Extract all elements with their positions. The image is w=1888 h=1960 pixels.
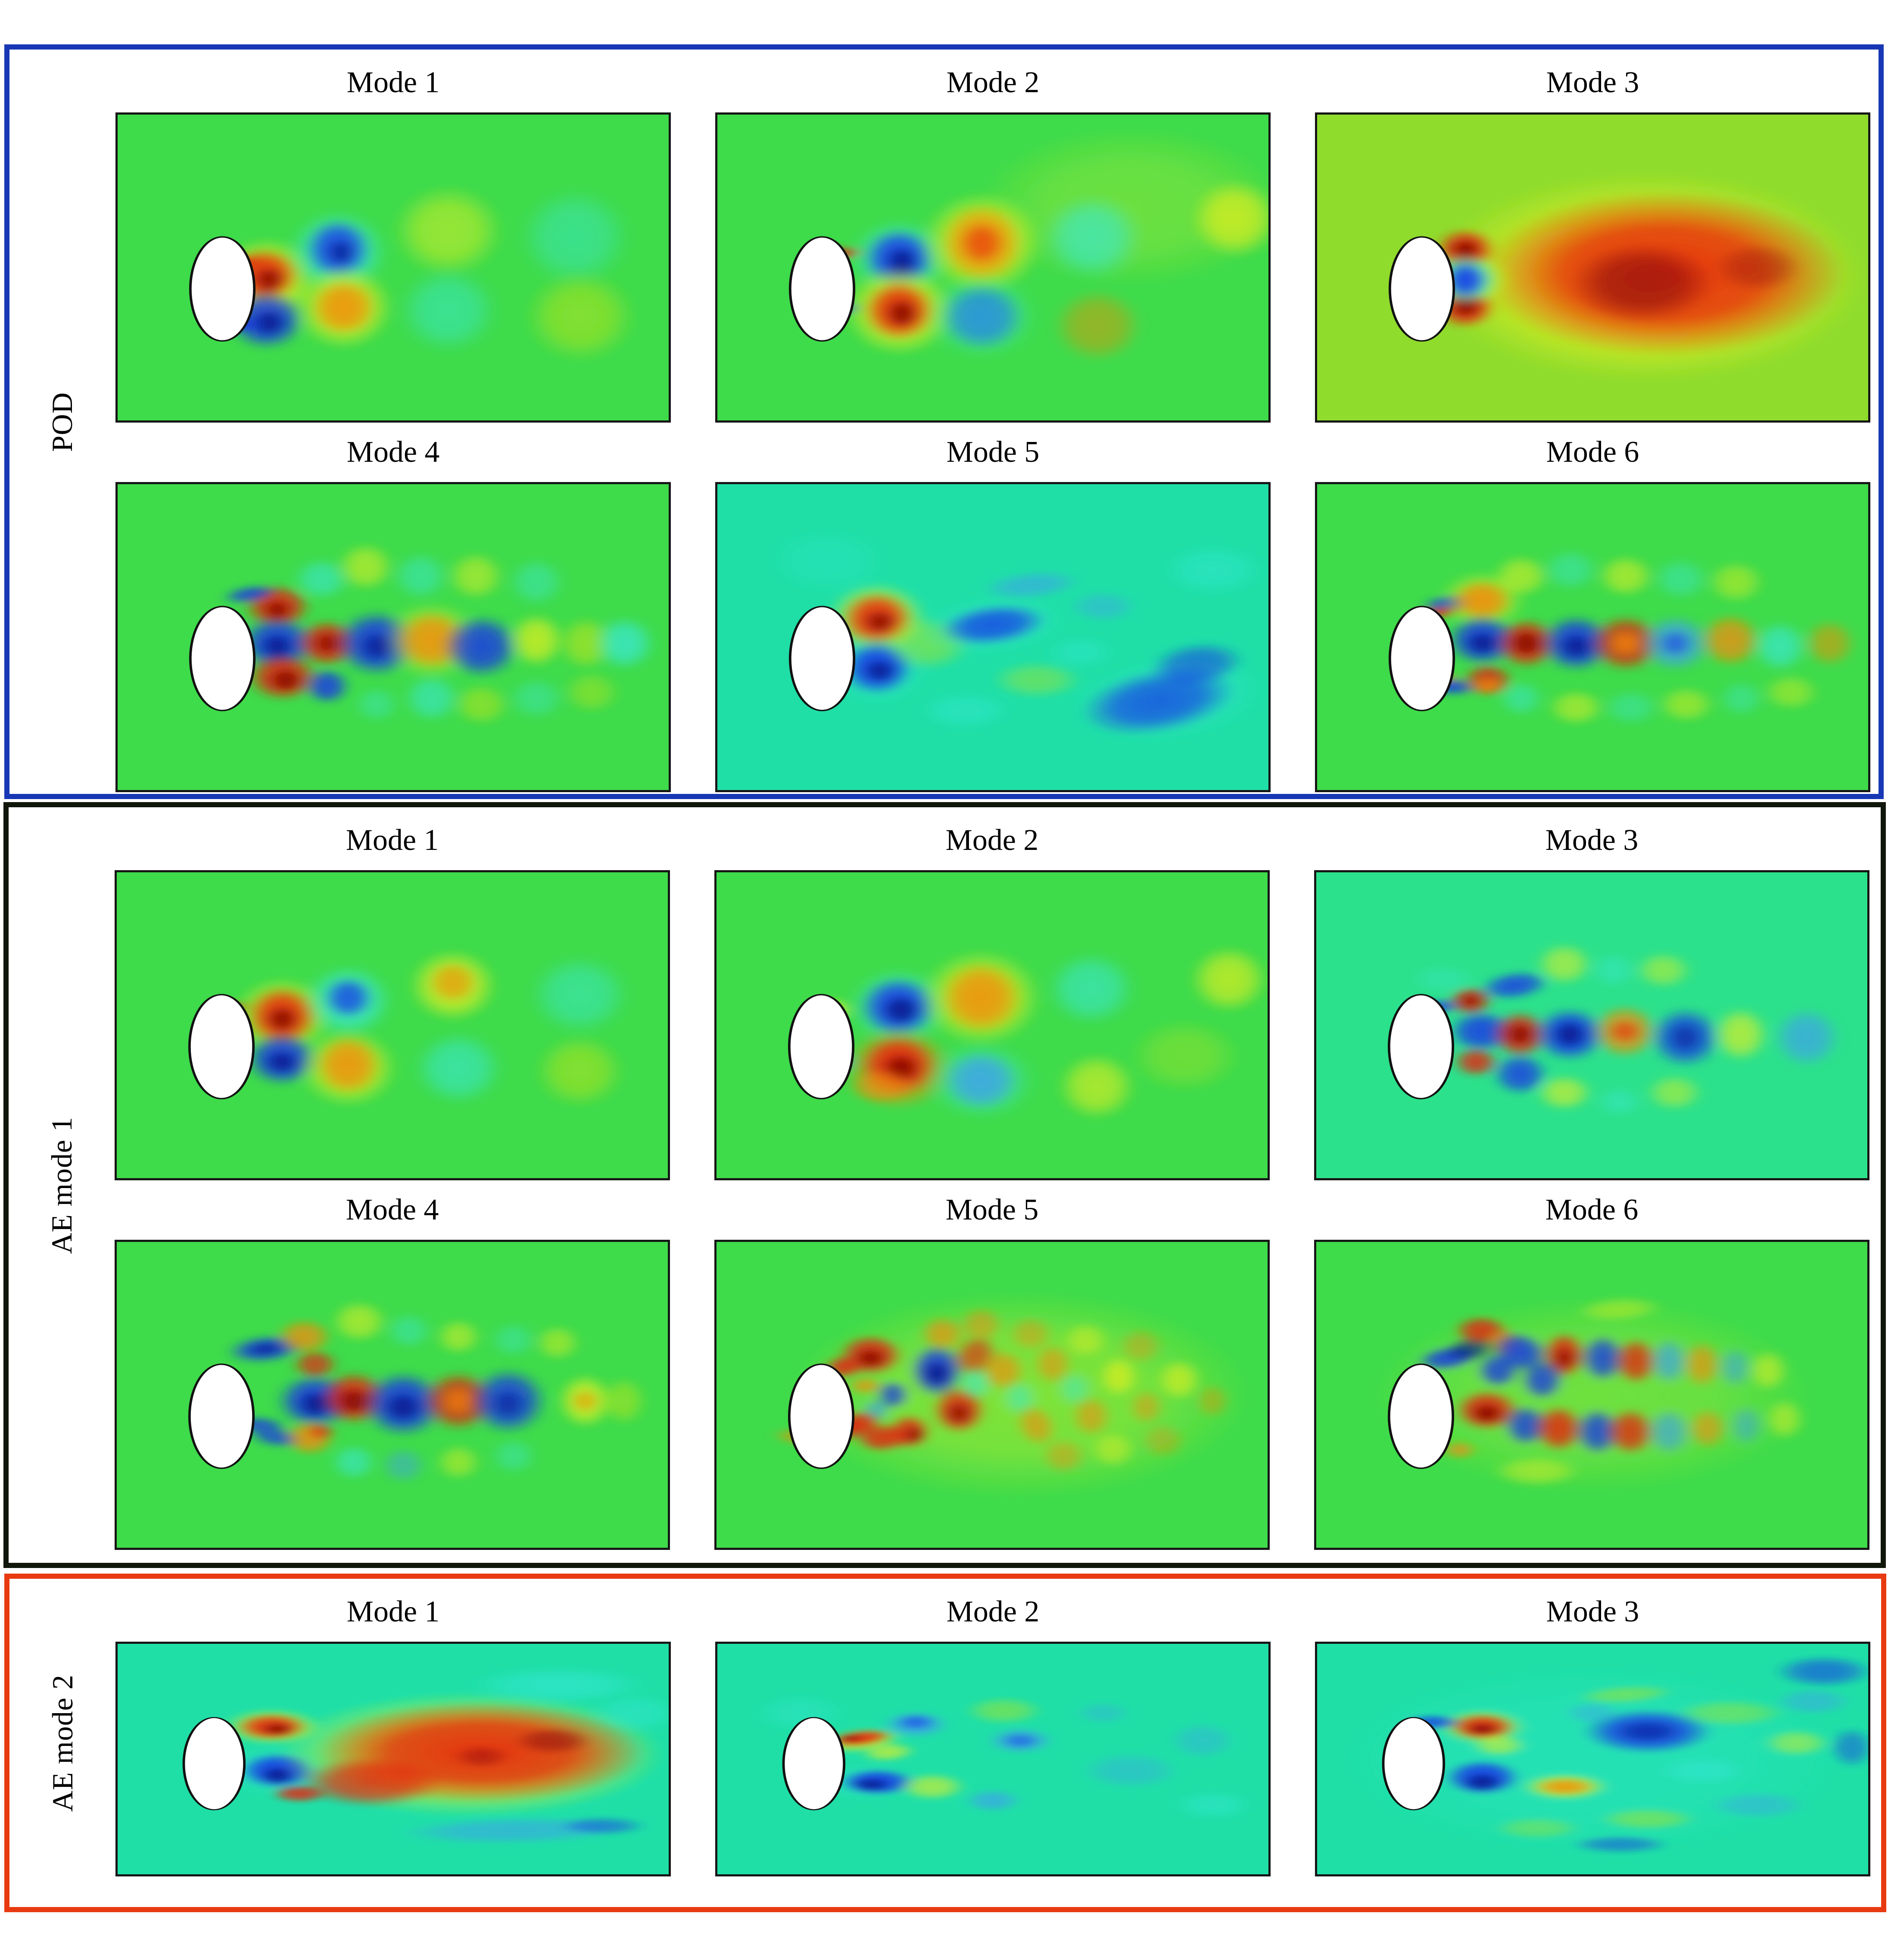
- ae1-mode-2-cell: Mode 2: [714, 811, 1270, 1180]
- cylinder-marker: [788, 994, 855, 1099]
- pod-panel: POD Mode 1 Mode 2 Mode 3 Mode 4 Mode 5 Mode 6: [4, 44, 1884, 799]
- pod-mode-2-title: Mode 2: [946, 66, 1040, 99]
- cylinder-marker: [188, 994, 255, 1099]
- ae1-mode-1-title: Mode 1: [346, 824, 439, 857]
- ae1-mode-3-title: Mode 3: [1545, 824, 1639, 857]
- ae1-row-label-text: AE mode 1: [45, 1116, 78, 1254]
- cylinder-marker: [1387, 1363, 1455, 1469]
- ae1-mode-1-field-svg: [117, 872, 668, 1178]
- ae1-grid: Mode 1 Mode 2 Mode 3 Mode 4 Mode 5 Mode 6: [9, 807, 1881, 1550]
- ae1-row-label: AE mode 1: [9, 807, 115, 1563]
- pod-mode-5-title: Mode 5: [946, 436, 1040, 469]
- cylinder-marker: [788, 1363, 855, 1469]
- pod-mode-4-field-svg: [118, 484, 669, 790]
- cylinder-marker: [1388, 606, 1455, 711]
- ae2-mode-1-cell: Mode 1: [115, 1582, 671, 1876]
- pod-mode-2-field-svg: [717, 115, 1268, 420]
- ae2-mode-2-field-svg: [717, 1644, 1268, 1874]
- ae1-mode-4-field-svg: [117, 1242, 668, 1548]
- pod-mode-3-field-svg: [1317, 115, 1868, 420]
- ae2-mode-2-cell: Mode 2: [715, 1582, 1271, 1876]
- pod-mode-2-contour-plot: [715, 112, 1271, 423]
- cylinder-marker: [1388, 236, 1455, 342]
- ae2-mode-3-contour-plot: [1315, 1642, 1870, 1876]
- cylinder-marker: [189, 606, 256, 711]
- cylinder-marker: [1382, 1717, 1446, 1811]
- ae1-mode-3-cell: Mode 3: [1314, 811, 1869, 1180]
- ae1-mode-6-title: Mode 6: [1545, 1193, 1639, 1226]
- cylinder-marker: [188, 1363, 255, 1469]
- ae2-mode-1-title: Mode 1: [346, 1595, 440, 1628]
- pod-mode-3-title: Mode 3: [1546, 66, 1639, 99]
- ae1-mode-5-contour-plot: [714, 1240, 1270, 1550]
- pod-row-label-text: POD: [46, 392, 79, 452]
- ae1-mode-2-contour-plot: [714, 870, 1270, 1180]
- cylinder-marker: [1387, 994, 1455, 1099]
- ae1-mode-5-title: Mode 5: [945, 1193, 1039, 1226]
- pod-mode-5-contour-plot: [715, 482, 1271, 792]
- ae2-mode-1-field-svg: [118, 1644, 669, 1874]
- ae2-row-label-text: AE mode 2: [46, 1674, 79, 1812]
- ae1-mode-5-cell: Mode 5: [714, 1180, 1270, 1550]
- cylinder-marker: [788, 606, 856, 711]
- ae1-mode-6-field-svg: [1316, 1242, 1867, 1548]
- pod-mode-4-contour-plot: [115, 482, 671, 792]
- ae1-mode-2-title: Mode 2: [945, 824, 1039, 857]
- pod-mode-1-cell: Mode 1: [115, 53, 671, 423]
- ae1-mode-1-cell: Mode 1: [115, 811, 670, 1180]
- cylinder-marker: [782, 1717, 846, 1811]
- ae1-mode-4-title: Mode 4: [346, 1193, 439, 1226]
- ae1-mode-2-field-svg: [717, 872, 1268, 1178]
- ae2-panel: AE mode 2 Mode 1 Mode 2 Mode 3: [4, 1574, 1886, 1912]
- ae1-mode-4-contour-plot: [115, 1240, 670, 1550]
- ae2-mode-3-cell: Mode 3: [1315, 1582, 1870, 1876]
- pod-mode-4-cell: Mode 4: [115, 423, 671, 792]
- pod-grid: Mode 1 Mode 2 Mode 3 Mode 4 Mode 5 Mode 6: [9, 50, 1879, 792]
- cylinder-marker: [182, 1717, 246, 1811]
- ae2-mode-2-contour-plot: [715, 1642, 1271, 1876]
- pod-mode-2-cell: Mode 2: [715, 53, 1271, 423]
- ae2-row-label: AE mode 2: [9, 1579, 115, 1907]
- ae1-mode-6-contour-plot: [1314, 1240, 1869, 1550]
- pod-mode-5-field-svg: [717, 484, 1268, 790]
- ae2-mode-2-title: Mode 2: [946, 1595, 1040, 1628]
- pod-mode-5-cell: Mode 5: [715, 423, 1271, 792]
- ae1-mode-3-contour-plot: [1314, 870, 1869, 1180]
- pod-row-label: POD: [9, 50, 115, 794]
- pod-mode-6-title: Mode 6: [1546, 436, 1639, 469]
- pod-mode-6-field-svg: [1317, 484, 1868, 790]
- ae1-mode-4-cell: Mode 4: [115, 1180, 670, 1550]
- pod-mode-6-cell: Mode 6: [1315, 423, 1870, 792]
- pod-mode-6-contour-plot: [1315, 482, 1870, 792]
- ae1-mode-6-cell: Mode 6: [1314, 1180, 1869, 1550]
- ae2-mode-3-field-svg: [1317, 1644, 1868, 1874]
- pod-mode-1-title: Mode 1: [346, 66, 440, 99]
- pod-mode-1-field-svg: [118, 115, 669, 420]
- cylinder-marker: [189, 236, 256, 342]
- pod-mode-3-cell: Mode 3: [1315, 53, 1870, 423]
- ae1-mode-3-field-svg: [1316, 872, 1867, 1178]
- ae2-mode-3-title: Mode 3: [1546, 1595, 1639, 1628]
- cylinder-marker: [788, 236, 856, 342]
- ae2-mode-1-contour-plot: [115, 1642, 671, 1876]
- ae2-grid: Mode 1 Mode 2 Mode 3: [9, 1579, 1881, 1876]
- pod-mode-3-contour-plot: [1315, 112, 1870, 423]
- ae1-mode-1-contour-plot: [115, 870, 670, 1180]
- pod-mode-4-title: Mode 4: [346, 436, 440, 469]
- ae1-mode-5-field-svg: [717, 1242, 1268, 1548]
- pod-mode-1-contour-plot: [115, 112, 671, 423]
